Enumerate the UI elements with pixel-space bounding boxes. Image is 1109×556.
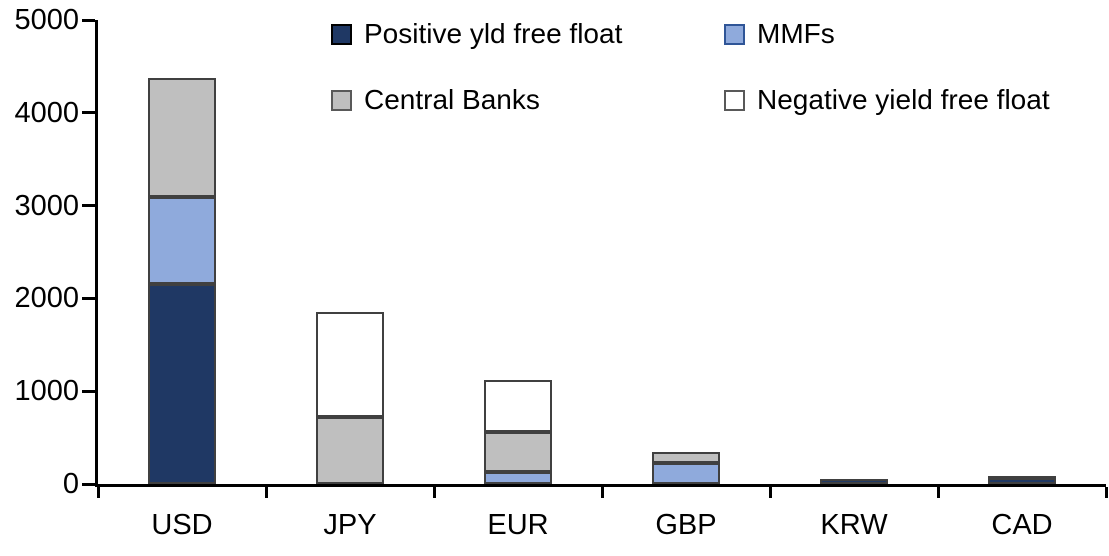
x-category-label-eur: EUR (487, 509, 549, 541)
bar-segment-eur-negative-yield-free-float (484, 379, 552, 433)
x-axis-tick (768, 487, 772, 498)
legend-label-central-banks: Central Banks (364, 84, 540, 115)
bar-segment-gbp-mmfs (652, 462, 720, 484)
legend-swatch-positive-yld-free-float (331, 23, 352, 45)
x-axis-tick (96, 487, 100, 498)
x-axis-tick (600, 487, 604, 498)
x-category-label-usd: USD (151, 509, 213, 541)
y-axis-tick-label: 0 (62, 468, 79, 500)
y-axis-tick (82, 111, 95, 115)
bar-segment-jpy-negative-yield-free-float (316, 312, 384, 418)
y-axis-tick-label: 2000 (14, 282, 79, 315)
y-axis-tick-label: 5000 (14, 4, 79, 36)
bar-segment-cad-central-banks (988, 475, 1056, 480)
legend-item-central-banks: Central Banks (331, 84, 540, 115)
x-axis-tick (264, 487, 268, 498)
y-axis-tick (82, 18, 95, 22)
legend-label-positive-yld-free-float: Positive yld free float (364, 18, 623, 49)
y-axis-tick (82, 389, 95, 393)
y-axis-tick (82, 482, 95, 486)
x-category-label-krw: KRW (820, 509, 888, 541)
x-category-label-gbp: GBP (655, 509, 717, 541)
y-axis-tick-label: 4000 (14, 96, 79, 129)
legend-label-mmfs: MMFs (757, 18, 835, 49)
legend-swatch-negative-yield-free-float (724, 89, 745, 111)
legend-label-negative-yield-free-float: Negative yield free float (757, 84, 1050, 115)
bar-segment-jpy-central-banks (316, 417, 384, 484)
legend-item-mmfs: MMFs (724, 18, 835, 49)
y-axis-tick-label: 1000 (14, 375, 79, 408)
bar-segment-usd-positive-yld-free-float (148, 284, 216, 484)
x-category-label-jpy: JPY (323, 509, 377, 541)
bar-segment-usd-mmfs (148, 197, 216, 285)
bar-segment-gbp-central-banks (652, 451, 720, 463)
bar-segment-usd-central-banks (148, 78, 216, 198)
x-axis-tick (936, 487, 940, 498)
bar-segment-eur-central-banks (484, 432, 552, 472)
legend-swatch-central-banks (331, 89, 352, 111)
y-axis-tick-label: 3000 (14, 189, 79, 222)
legend-item-positive-yld-free-float: Positive yld free float (331, 18, 623, 49)
x-axis-tick (432, 487, 436, 498)
bar-segment-eur-mmfs (484, 471, 552, 484)
y-axis-tick (82, 204, 95, 208)
x-category-label-cad: CAD (991, 509, 1053, 541)
y-axis-tick (82, 296, 95, 300)
bar-segment-krw-positive-yld-free-float (820, 479, 888, 484)
legend-item-negative-yield-free-float: Negative yield free float (724, 84, 1050, 115)
plot-area: 0 1000 2000 3000 4000 5000 USD JPY EUR GBP KRW CAD (14, 5, 1108, 541)
x-axis-tick (1104, 487, 1108, 498)
legend-swatch-mmfs (724, 23, 745, 45)
